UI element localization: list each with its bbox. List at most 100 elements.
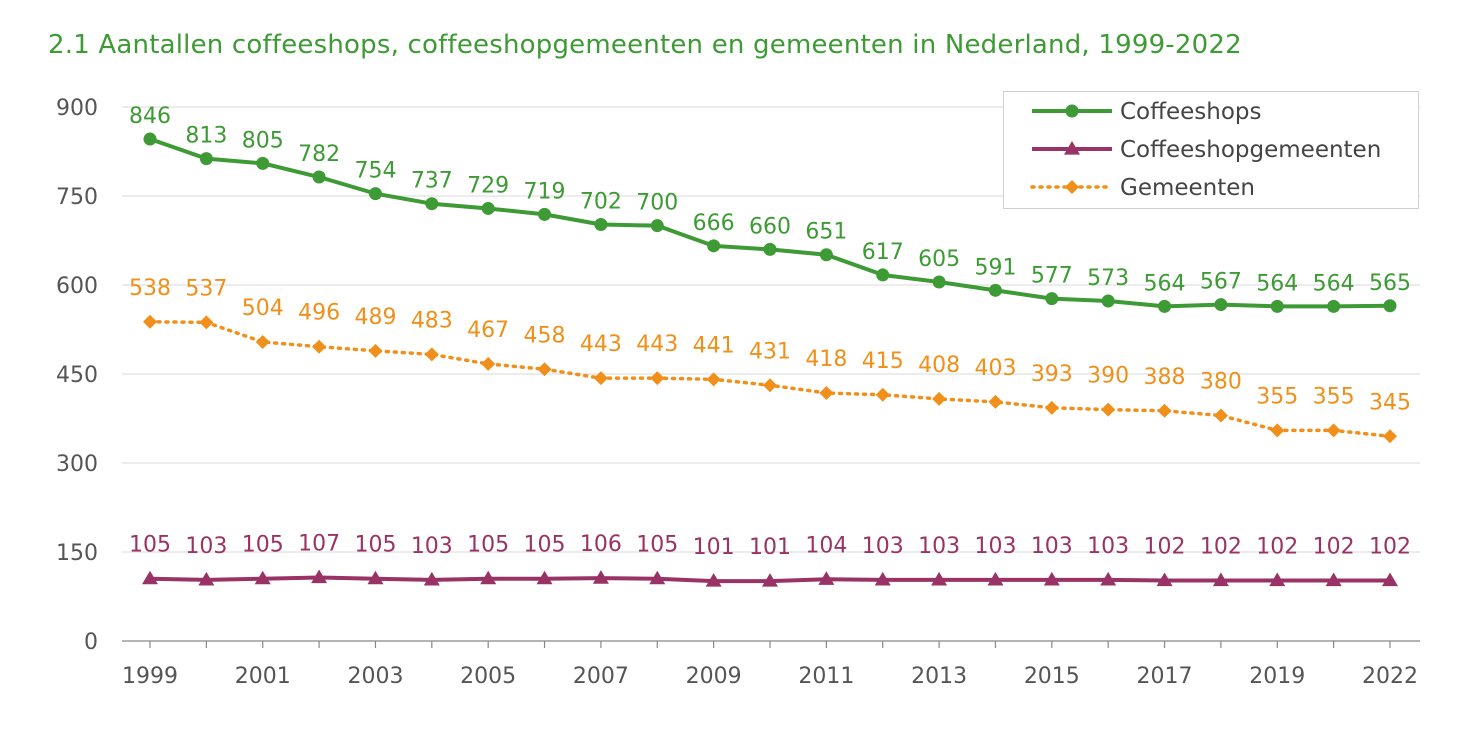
point-marker — [1101, 294, 1115, 308]
data-label: 782 — [298, 142, 340, 167]
data-label: 573 — [1087, 266, 1129, 291]
y-tick-label: 300 — [56, 452, 98, 477]
data-label: 355 — [1313, 384, 1355, 409]
point-marker — [481, 201, 495, 215]
data-label: 380 — [1200, 370, 1242, 395]
data-label: 105 — [242, 533, 284, 558]
legend: Coffeeshops Coffeeshopgemeenten Gemeenten — [1003, 91, 1419, 209]
point-marker — [1157, 403, 1172, 418]
point-marker — [537, 362, 552, 377]
point-marker — [707, 239, 721, 253]
data-label: 729 — [467, 173, 509, 198]
point-marker — [312, 170, 326, 184]
data-label: 591 — [974, 255, 1016, 280]
y-tick-label: 750 — [56, 185, 98, 210]
data-label: 489 — [354, 305, 396, 330]
point-marker — [649, 570, 666, 585]
data-label: 101 — [693, 535, 735, 560]
data-label: 103 — [1031, 534, 1073, 559]
data-label: 467 — [467, 318, 509, 343]
x-tick-label: 2019 — [1249, 664, 1305, 689]
x-tick-label: 2001 — [235, 664, 291, 689]
data-label: 104 — [805, 533, 847, 558]
point-marker — [1326, 423, 1341, 438]
point-marker — [1269, 572, 1286, 587]
point-marker — [1382, 572, 1398, 587]
data-label: 719 — [524, 179, 566, 204]
data-label: 105 — [524, 533, 566, 558]
point-marker — [1065, 180, 1079, 194]
data-label: 103 — [185, 534, 227, 559]
point-marker — [1044, 400, 1059, 415]
data-label: 737 — [411, 169, 453, 194]
x-tick-label: 2007 — [573, 664, 629, 689]
point-marker — [423, 571, 440, 586]
data-label: 617 — [862, 240, 904, 265]
data-label: 393 — [1031, 362, 1073, 387]
point-marker — [819, 248, 833, 262]
point-marker — [425, 197, 439, 211]
point-marker — [538, 207, 552, 221]
series-layer — [142, 132, 1398, 587]
y-tick-label: 900 — [56, 96, 98, 121]
point-marker — [199, 152, 213, 166]
data-label: 702 — [580, 189, 622, 214]
data-label: 390 — [1087, 364, 1129, 389]
point-marker — [1270, 299, 1284, 313]
point-marker — [1327, 299, 1341, 313]
point-marker — [1383, 299, 1397, 313]
point-marker — [481, 356, 496, 371]
data-label: 565 — [1369, 271, 1411, 296]
point-marker — [1045, 292, 1059, 306]
data-label: 443 — [636, 332, 678, 357]
point-marker — [932, 275, 946, 289]
data-label: 483 — [411, 308, 453, 333]
point-marker — [819, 385, 834, 400]
data-label: 388 — [1144, 365, 1186, 390]
data-label: 403 — [974, 356, 1016, 381]
legend-label: Gemeenten — [1120, 175, 1255, 201]
point-marker — [932, 391, 947, 406]
point-marker — [368, 187, 382, 201]
point-marker — [1383, 429, 1397, 444]
data-label: 577 — [1031, 264, 1073, 289]
point-marker — [818, 571, 835, 585]
data-label: 101 — [749, 535, 791, 560]
data-label: 538 — [129, 276, 171, 301]
x-tick-label: 2005 — [460, 664, 516, 689]
point-marker — [1158, 299, 1172, 313]
data-label: 564 — [1256, 271, 1298, 296]
point-marker — [931, 571, 948, 586]
x-tick-label: 2009 — [686, 664, 742, 689]
point-marker — [650, 371, 665, 386]
point-marker — [367, 570, 384, 585]
data-label: 567 — [1200, 270, 1242, 295]
data-label: 564 — [1144, 271, 1186, 296]
point-marker — [198, 571, 215, 586]
data-label: 415 — [862, 349, 904, 374]
point-marker — [256, 156, 270, 170]
point-marker — [1270, 423, 1285, 438]
point-marker — [1043, 571, 1060, 586]
data-label: 418 — [805, 347, 847, 372]
data-label: 660 — [749, 214, 791, 239]
point-marker — [480, 570, 497, 585]
data-label: 107 — [298, 532, 340, 557]
data-label: 105 — [636, 533, 678, 558]
legend-items: Coffeeshops Coffeeshopgemeenten Gemeenten — [1030, 99, 1381, 201]
point-marker — [988, 394, 1003, 409]
point-marker — [368, 343, 383, 358]
point-marker — [593, 371, 608, 386]
chart-title: 2.1 Aantallen coffeeshops, coffeeshopgem… — [48, 30, 1242, 60]
y-tick-label: 450 — [56, 363, 98, 388]
data-label: 700 — [636, 191, 678, 216]
y-tick-label: 0 — [84, 630, 98, 655]
point-marker — [875, 387, 890, 402]
data-label: 345 — [1369, 390, 1411, 415]
data-label: 441 — [693, 333, 735, 358]
point-marker — [1214, 298, 1228, 312]
data-label: 605 — [918, 247, 960, 272]
data-label: 651 — [805, 220, 847, 245]
data-label: 103 — [918, 534, 960, 559]
axes: 0 150 300 450 600 750 900 1999 2001 2003 2005 2007 2… — [56, 96, 1420, 689]
